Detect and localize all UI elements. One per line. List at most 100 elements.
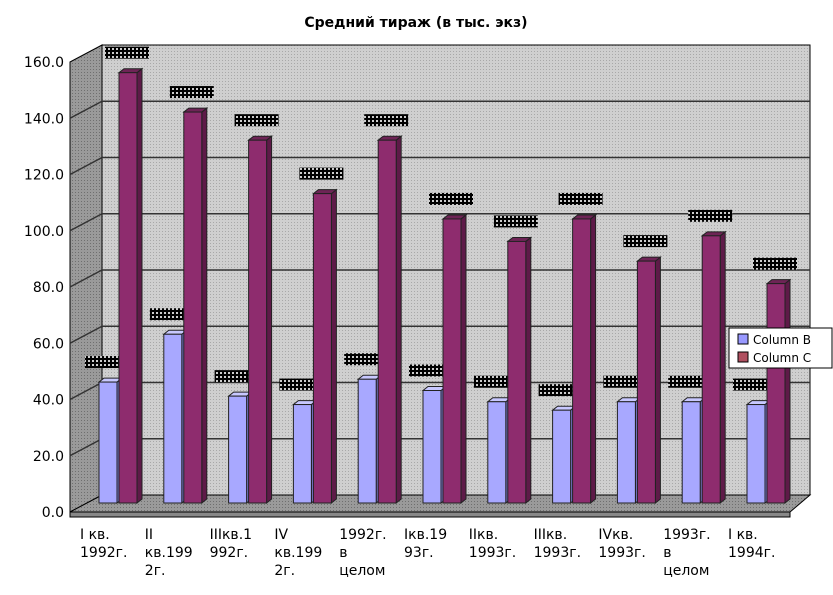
- data-label: [169, 86, 214, 99]
- data-label: [493, 215, 538, 228]
- x-tick-label: I кв. 1994г.: [728, 527, 775, 561]
- x-tick-label: I кв. 1992г.: [80, 527, 127, 561]
- bar-top: [182, 107, 209, 113]
- gridline-side: [69, 325, 103, 344]
- gridline-side: [69, 213, 103, 232]
- bar-column-c: [701, 235, 721, 504]
- data-label: [603, 375, 638, 388]
- y-tick-label: 120.0: [24, 168, 64, 184]
- y-tick-label: 100.0: [24, 224, 64, 240]
- data-label: [429, 192, 473, 205]
- legend-swatch-b: [737, 333, 749, 345]
- legend: Column B Column C: [728, 327, 833, 369]
- bar-column-c: [572, 218, 592, 504]
- bar-side: [266, 135, 273, 505]
- data-label: [409, 364, 443, 377]
- bar-side: [201, 107, 208, 505]
- data-label: [668, 375, 703, 388]
- data-label: [753, 257, 797, 270]
- bar-top: [376, 135, 403, 141]
- x-tick-label: 1993г. в целом: [663, 527, 710, 579]
- gridline-side: [69, 438, 103, 457]
- bar-top: [311, 189, 338, 195]
- bar-side: [330, 188, 337, 505]
- legend-swatch-c: [737, 351, 749, 363]
- data-label: [279, 378, 314, 391]
- bar-column-b: [98, 381, 118, 504]
- y-tick-label: 160.0: [24, 55, 64, 71]
- bar-column-c: [442, 218, 462, 504]
- legend-label-c: Column C: [753, 351, 811, 365]
- data-label: [623, 235, 668, 248]
- legend-label-b: Column B: [753, 333, 811, 347]
- data-label: [149, 308, 184, 321]
- bar-column-c: [507, 240, 527, 504]
- bar-side: [395, 135, 402, 505]
- y-tick-label: 0.0: [42, 505, 64, 521]
- data-label: [688, 209, 733, 222]
- bar-top: [117, 68, 144, 74]
- bar-top: [571, 214, 598, 220]
- data-label: [733, 378, 767, 391]
- x-tick-label: IV кв.199 2г.: [274, 527, 322, 579]
- bar-column-b: [292, 404, 312, 504]
- gridline-side: [69, 381, 103, 401]
- y-tick-label: 60.0: [33, 336, 64, 352]
- bar-top: [635, 256, 662, 262]
- bar-side: [525, 236, 532, 505]
- bar-side: [784, 278, 791, 505]
- bar-column-c: [312, 193, 332, 504]
- x-tick-label: IIIкв.1 992г.: [210, 527, 252, 561]
- gridline-side: [69, 100, 103, 119]
- data-label: [558, 192, 603, 205]
- bar-side: [590, 213, 597, 505]
- bar-column-b: [422, 390, 442, 504]
- data-label: [105, 46, 149, 59]
- bar-side: [136, 67, 143, 505]
- gridline-side: [69, 156, 103, 176]
- data-label: [538, 384, 573, 397]
- bar-column-b: [616, 401, 636, 504]
- bar-column-c: [766, 283, 786, 504]
- data-label: [364, 114, 409, 127]
- bar-column-c: [636, 260, 656, 504]
- bar-column-b: [681, 401, 701, 504]
- bar-side: [719, 230, 726, 505]
- bar-column-c: [118, 72, 138, 504]
- y-tick-label: 20.0: [33, 449, 64, 465]
- bar-column-c: [183, 111, 203, 504]
- bar-column-b: [746, 404, 766, 504]
- bar-top: [247, 135, 274, 141]
- bar-side: [654, 256, 661, 505]
- gridline-side: [69, 269, 103, 288]
- y-tick-label: 40.0: [33, 393, 64, 409]
- data-label: [234, 114, 279, 127]
- bar-column-c: [248, 139, 268, 504]
- data-label: [85, 356, 119, 369]
- bar-column-b: [357, 378, 377, 504]
- bar-column-b: [487, 401, 507, 504]
- data-label: [214, 370, 249, 383]
- data-label: [344, 353, 379, 366]
- bar-top: [765, 279, 792, 285]
- bar-column-b: [163, 333, 183, 504]
- data-label: [299, 167, 344, 180]
- x-tick-label: IVкв. 1993г.: [598, 527, 645, 561]
- bar-column-c: [377, 139, 397, 504]
- x-tick-label: Iкв.19 93г.: [404, 527, 447, 561]
- bar-column-b: [552, 409, 572, 504]
- y-tick-label: 80.0: [33, 280, 64, 296]
- bar-top: [506, 236, 533, 242]
- bar-side: [460, 213, 467, 505]
- x-tick-label: II кв.199 2г.: [145, 527, 193, 579]
- x-tick-label: IIкв. 1993г.: [469, 527, 516, 561]
- bar-top: [441, 214, 468, 220]
- data-label: [473, 375, 508, 388]
- bar-column-b: [228, 395, 248, 504]
- x-tick-label: IIIкв. 1993г.: [534, 527, 581, 561]
- chart-title: Средний тираж (в тыс. экз): [304, 15, 527, 31]
- bar-top: [700, 231, 727, 237]
- x-tick-label: 1992г. в целом: [339, 527, 386, 579]
